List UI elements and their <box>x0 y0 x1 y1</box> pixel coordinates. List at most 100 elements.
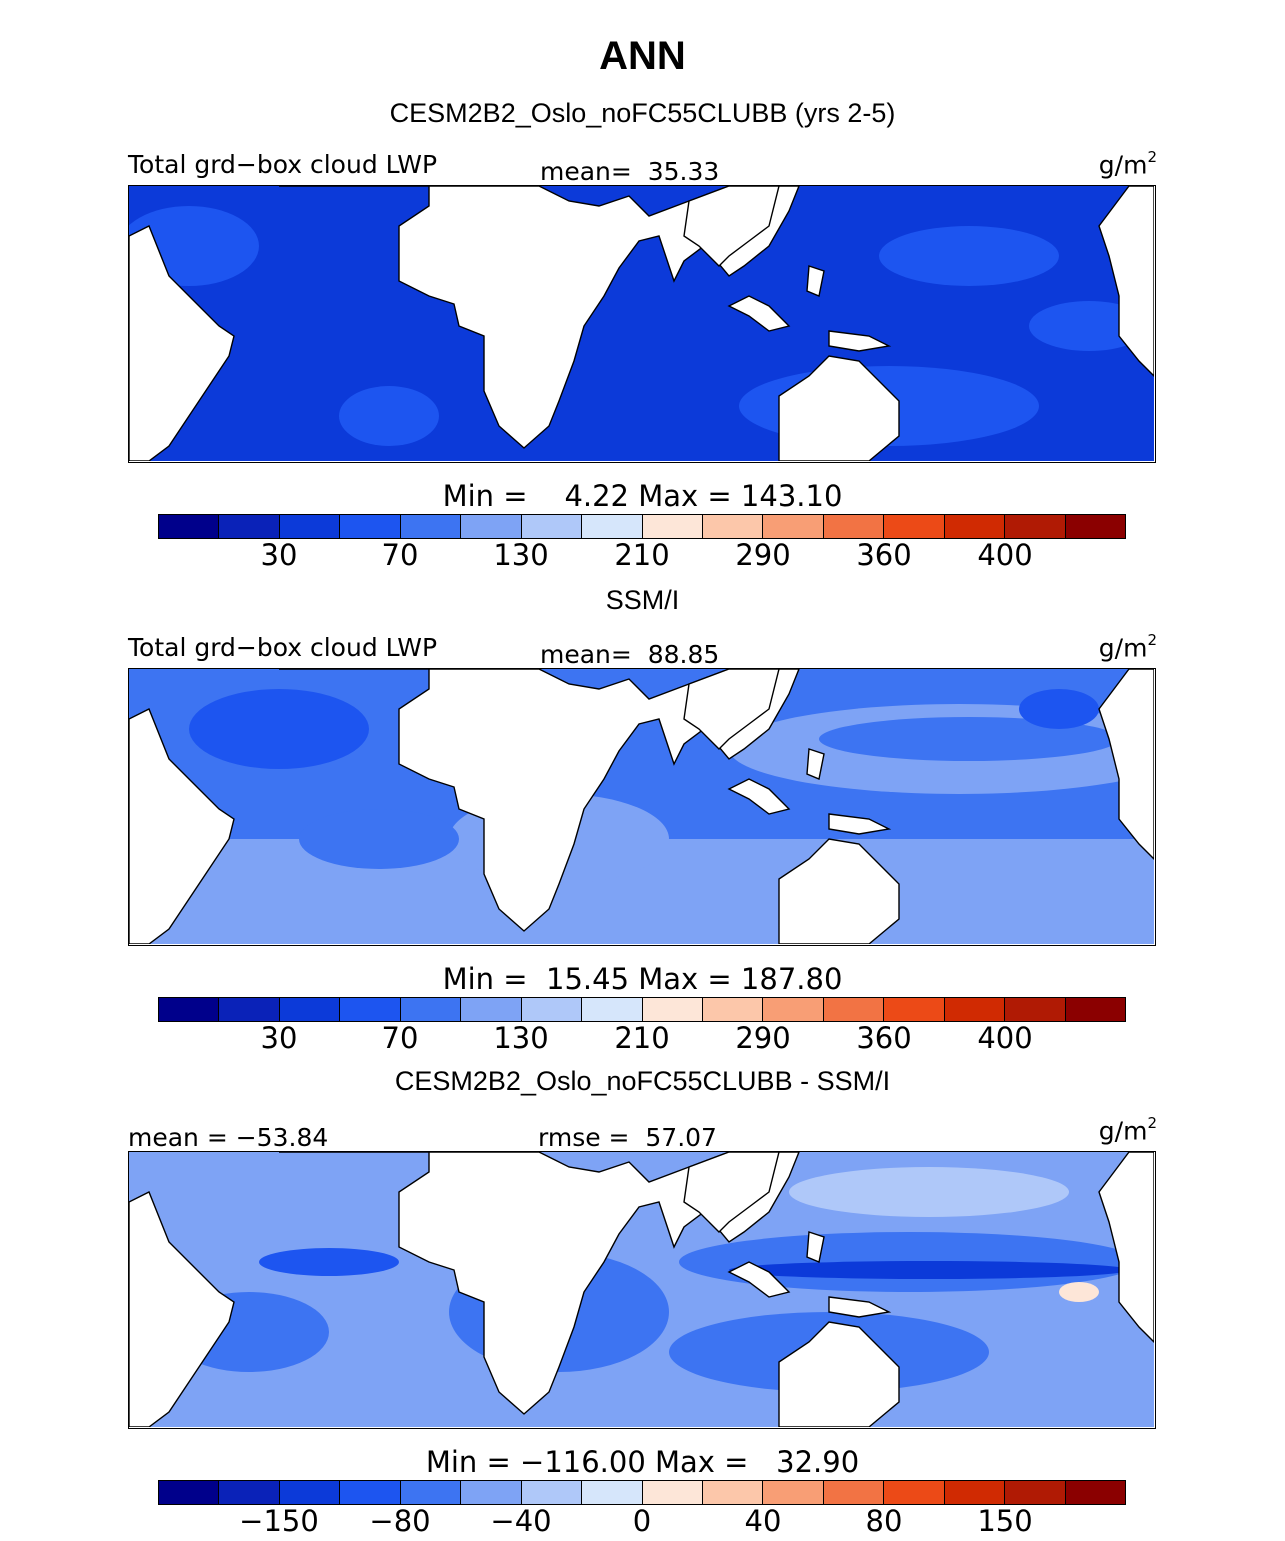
colorbar-tick-label: 0 <box>632 1504 652 1538</box>
coastline <box>683 186 780 267</box>
colorbar-tick-label: 130 <box>493 538 549 572</box>
colorbar-swatch <box>582 1481 643 1504</box>
colorbar-tick-label: 130 <box>493 1021 549 1055</box>
colorbar-tick-label: 150 <box>977 1504 1033 1538</box>
colorbar-swatch <box>521 998 583 1021</box>
coastline <box>1098 1152 1154 1343</box>
colorbar-swatch <box>1065 998 1125 1021</box>
colorbar-tick-label: 70 <box>381 1021 419 1055</box>
colorbar-swatch <box>461 515 522 538</box>
colorbar-tick-label: 70 <box>381 538 419 572</box>
colorbar-swatch <box>159 515 220 538</box>
colorbar-swatch <box>521 515 583 538</box>
panel-3-colorbar <box>158 1480 1126 1505</box>
colorbar-tick-label: 400 <box>977 1021 1033 1055</box>
coastline <box>828 1296 892 1318</box>
colorbar-swatch <box>279 515 341 538</box>
panel-1-mean-label: mean= 35.33 <box>540 157 720 186</box>
colorbar-swatch <box>763 1481 824 1504</box>
colorbar-tick-label: 210 <box>614 1021 670 1055</box>
colorbar-swatch <box>400 515 462 538</box>
ocean-contour <box>819 717 1119 761</box>
colorbar-swatch <box>159 998 220 1021</box>
colorbar-tick-label: 360 <box>856 538 912 572</box>
colorbar-swatch <box>763 515 824 538</box>
panel-2-title: SSM/I <box>605 585 680 615</box>
coastline <box>129 225 235 461</box>
panel-1-field-label: Total grd−box cloud LWP <box>128 150 438 179</box>
coastline <box>727 295 791 332</box>
colorbar-swatch <box>702 1481 764 1504</box>
coastline <box>683 1152 780 1233</box>
figure-title: ANN <box>599 34 686 78</box>
ocean-contour <box>339 386 439 446</box>
panel-1-title: CESM2B2_Oslo_noFC55CLUBB (yrs 2-5) <box>389 98 896 128</box>
panel-2-colorbar-ticks: 30 70 130 210 290 360 400 <box>158 1021 1126 1055</box>
panel-2-colorbar <box>158 997 1126 1022</box>
panel-3-mean-label: mean = −53.84 <box>128 1123 329 1152</box>
colorbar-swatch <box>702 515 764 538</box>
ocean-contour <box>259 1248 399 1276</box>
colorbar-swatch <box>582 515 643 538</box>
colorbar-swatch <box>1005 1481 1066 1504</box>
colorbar-swatch <box>823 515 885 538</box>
colorbar-swatch <box>1005 515 1066 538</box>
coastline <box>1098 186 1154 377</box>
colorbar-swatch <box>219 1481 280 1504</box>
coastline <box>806 1231 825 1263</box>
colorbar-tick-label: 30 <box>260 1021 298 1055</box>
colorbar-swatch <box>279 1481 341 1504</box>
panel-3-units: g/m2 <box>1098 1114 1157 1146</box>
coastline <box>129 1191 235 1427</box>
colorbar-swatch <box>944 1481 1006 1504</box>
panel-2-map <box>128 668 1156 946</box>
colorbar-tick-label: −150 <box>239 1504 319 1538</box>
panel-3-colorbar-ticks: −150 −80 −40 0 40 80 150 <box>158 1504 1126 1538</box>
colorbar-swatch <box>461 1481 522 1504</box>
colorbar-swatch <box>521 1481 583 1504</box>
colorbar-swatch <box>944 515 1006 538</box>
panel-2-units: g/m2 <box>1098 631 1157 663</box>
colorbar-swatch <box>884 998 945 1021</box>
colorbar-swatch <box>823 1481 885 1504</box>
panel-1-colorbar-ticks: 30 70 130 210 290 360 400 <box>158 538 1126 572</box>
colorbar-swatch <box>400 1481 462 1504</box>
colorbar-swatch <box>823 998 885 1021</box>
colorbar-tick-label: 360 <box>856 1021 912 1055</box>
coastline <box>129 708 235 944</box>
ocean-contour <box>729 1261 1129 1279</box>
colorbar-swatch <box>1005 998 1066 1021</box>
colorbar-swatch <box>642 1481 703 1504</box>
colorbar-swatch <box>944 998 1006 1021</box>
panel-1-units: g/m2 <box>1098 148 1157 180</box>
colorbar-swatch <box>1065 515 1125 538</box>
ocean-contour <box>789 1167 1069 1217</box>
colorbar-tick-label: 210 <box>614 538 670 572</box>
colorbar-swatch <box>763 998 824 1021</box>
coastline <box>806 265 825 297</box>
coastline <box>806 748 825 780</box>
panel-1-colorbar <box>158 514 1126 539</box>
panel-3-min-max: Min = −116.00 Max = 32.90 <box>425 1445 860 1479</box>
colorbar-swatch <box>400 998 462 1021</box>
panel-2-field-label: Total grd−box cloud LWP <box>128 633 438 662</box>
colorbar-swatch <box>159 1481 220 1504</box>
colorbar-swatch <box>642 998 703 1021</box>
coastline <box>828 330 892 352</box>
colorbar-swatch <box>884 515 945 538</box>
land-masses <box>129 1152 1154 1427</box>
colorbar-swatch <box>279 998 341 1021</box>
colorbar-tick-label: −80 <box>369 1504 431 1538</box>
colorbar-tick-label: 400 <box>977 538 1033 572</box>
coastline <box>727 778 791 815</box>
panel-3-title: CESM2B2_Oslo_noFC55CLUBB - SSM/I <box>394 1066 891 1096</box>
land-masses <box>129 186 1154 461</box>
land-masses <box>129 669 1154 944</box>
ocean-contour <box>1019 689 1099 729</box>
colorbar-swatch <box>1065 1481 1125 1504</box>
panel-2-mean-label: mean= 88.85 <box>540 640 720 669</box>
colorbar-swatch <box>582 998 643 1021</box>
colorbar-swatch <box>219 998 280 1021</box>
coastline <box>778 838 900 944</box>
colorbar-swatch <box>340 1481 401 1504</box>
